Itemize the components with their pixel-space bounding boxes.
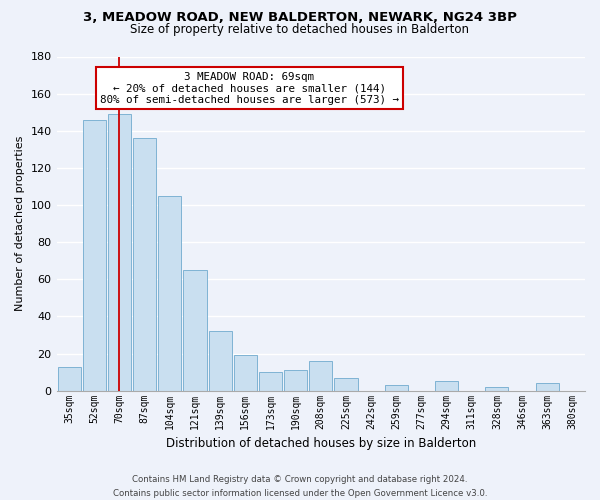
Bar (309, 361, 332, 390)
Bar (234, 356, 257, 390)
Bar (58, 366, 80, 390)
X-axis label: Distribution of detached houses by size in Balderton: Distribution of detached houses by size … (166, 437, 476, 450)
Bar (536, 383, 559, 390)
Text: Contains HM Land Registry data © Crown copyright and database right 2024.
Contai: Contains HM Land Registry data © Crown c… (113, 476, 487, 498)
Bar (184, 270, 206, 390)
Bar (259, 372, 282, 390)
Bar (83, 120, 106, 390)
Y-axis label: Number of detached properties: Number of detached properties (15, 136, 25, 312)
Bar (209, 331, 232, 390)
Bar (158, 196, 181, 390)
Bar (133, 138, 156, 390)
Bar (485, 387, 508, 390)
Bar (284, 370, 307, 390)
Bar (435, 382, 458, 390)
Text: 3, MEADOW ROAD, NEW BALDERTON, NEWARK, NG24 3BP: 3, MEADOW ROAD, NEW BALDERTON, NEWARK, N… (83, 11, 517, 24)
Text: Size of property relative to detached houses in Balderton: Size of property relative to detached ho… (131, 23, 470, 36)
Bar (108, 114, 131, 390)
Bar (334, 378, 358, 390)
Text: 3 MEADOW ROAD: 69sqm
← 20% of detached houses are smaller (144)
80% of semi-deta: 3 MEADOW ROAD: 69sqm ← 20% of detached h… (100, 72, 399, 104)
Bar (385, 385, 408, 390)
